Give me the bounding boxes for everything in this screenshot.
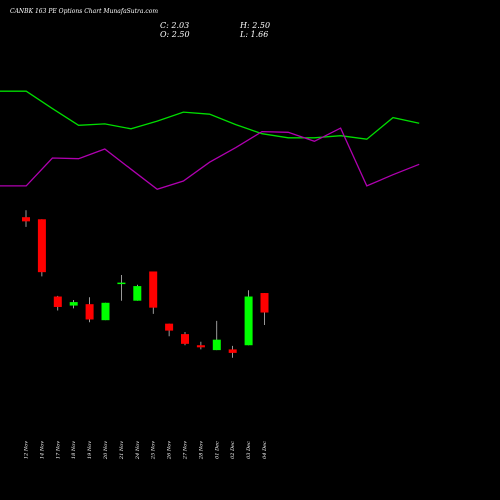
- candle-body: [228, 349, 237, 353]
- date-label: 20 Nov: [103, 441, 109, 460]
- candle-body: [101, 302, 110, 321]
- candle: [69, 300, 78, 309]
- candle-body: [69, 302, 78, 306]
- candle-body: [165, 323, 174, 331]
- candle: [260, 293, 269, 326]
- date-label: 25 Nov: [151, 441, 157, 460]
- candle-body: [181, 334, 189, 344]
- candle: [196, 341, 205, 350]
- candle-body: [196, 345, 205, 348]
- candles: [22, 210, 269, 358]
- date-label: 14 Nov: [39, 441, 45, 459]
- candle-body: [37, 219, 46, 273]
- green-overlay-line: [0, 90, 420, 140]
- candle: [85, 297, 94, 323]
- date-label: 01 Dec: [214, 441, 220, 459]
- candle: [53, 295, 62, 311]
- candle-body: [117, 282, 126, 285]
- date-label: 02 Dec: [230, 441, 236, 459]
- candle-body: [85, 304, 94, 320]
- candle: [133, 284, 142, 301]
- candle: [244, 290, 253, 346]
- candle: [181, 332, 189, 346]
- date-label: 12 Nov: [24, 441, 30, 459]
- low-value: L: 1.66: [240, 30, 269, 39]
- candle-body: [149, 271, 158, 308]
- date-label: 28 Nov: [198, 441, 204, 460]
- date-label: 03 Dec: [246, 441, 252, 459]
- date-label: 18 Nov: [71, 441, 77, 459]
- candle: [101, 302, 110, 321]
- candle-body: [133, 286, 142, 301]
- overlay-lines: [0, 90, 420, 191]
- candle: [228, 345, 237, 358]
- date-label: 24 Nov: [135, 441, 141, 460]
- candle: [22, 210, 30, 227]
- candle: [117, 274, 126, 301]
- date-label: 17 Nov: [55, 441, 61, 459]
- high-value: H: 2.50: [240, 21, 271, 30]
- candle: [37, 219, 46, 277]
- date-label: 21 Nov: [119, 441, 125, 460]
- candle: [165, 323, 174, 337]
- open-value: O: 2.50: [160, 30, 190, 39]
- date-label: 27 Nov: [183, 441, 189, 460]
- date-label: 26 Nov: [167, 441, 173, 460]
- purple-overlay-line: [0, 127, 420, 191]
- candle-body: [22, 217, 30, 222]
- date-axis: 12 Nov 14 Nov 17 Nov 18 Nov 19 Nov 20 Nov 21 N…: [24, 441, 269, 460]
- candle: [212, 320, 221, 351]
- candle-body: [260, 293, 269, 313]
- date-label: 04 Dec: [262, 441, 268, 459]
- close-value: C: 2.03: [160, 21, 190, 30]
- chart-title: CANBK 163 PE Options Chart MunafaSutra.c…: [10, 8, 159, 15]
- candle-body: [244, 296, 253, 346]
- candle: [149, 271, 158, 314]
- candle-body: [212, 339, 221, 351]
- candle-body: [53, 296, 62, 307]
- date-label: 19 Nov: [87, 441, 93, 459]
